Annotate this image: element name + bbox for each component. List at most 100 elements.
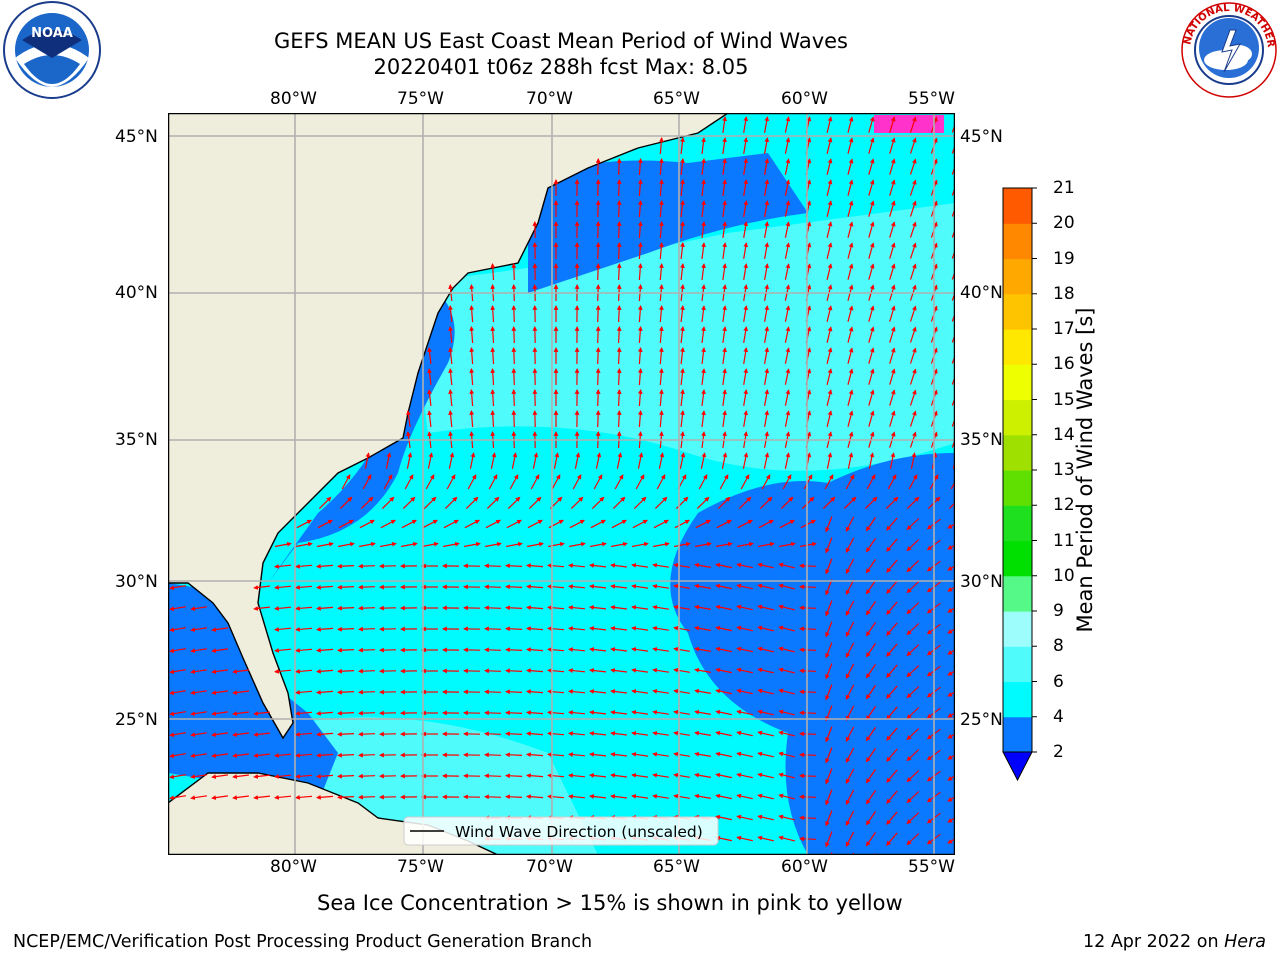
colorbar-segment: [1003, 188, 1032, 224]
wave-direction-arrow: [253, 774, 270, 779]
wave-direction-arrow: [736, 583, 753, 590]
wave-direction-arrow: [295, 689, 313, 695]
wave-direction-arrow: [694, 688, 712, 694]
wave-direction-arrow: [826, 116, 833, 133]
wave-direction-arrow: [764, 263, 770, 281]
wave-direction-arrow: [826, 410, 833, 427]
wave-direction-arrow: [358, 647, 376, 653]
wave-direction-arrow: [757, 730, 774, 737]
wave-direction-arrow: [316, 689, 334, 695]
wave-direction-arrow: [614, 474, 624, 490]
wave-direction-arrow: [484, 731, 502, 737]
wave-direction-arrow: [847, 452, 854, 469]
wave-direction-arrow: [611, 519, 627, 529]
wave-direction-arrow: [847, 200, 854, 217]
wave-direction-arrow: [442, 541, 460, 548]
wave-direction-arrow: [568, 710, 586, 715]
wave-direction-arrow: [694, 583, 712, 589]
wave-direction-arrow: [722, 368, 727, 385]
wave-direction-arrow: [595, 389, 601, 407]
wave-direction-arrow: [569, 519, 585, 529]
wave-direction-arrow: [757, 667, 774, 674]
lat-label-left: 40°N: [115, 283, 158, 303]
wave-direction-arrow: [825, 747, 833, 764]
wave-direction-arrow: [845, 516, 855, 532]
wave-direction-arrow: [865, 601, 876, 616]
wave-direction-arrow: [568, 752, 586, 757]
wave-direction-arrow: [906, 539, 920, 552]
wave-direction-arrow: [404, 474, 414, 490]
wave-direction-arrow: [507, 496, 521, 510]
wave-direction-arrow: [868, 263, 875, 280]
wave-direction-arrow: [469, 452, 476, 469]
wave-direction-arrow: [825, 600, 833, 617]
wave-direction-arrow: [316, 605, 334, 611]
wave-direction-arrow: [743, 116, 749, 133]
wave-direction-arrow: [780, 496, 794, 510]
wave-direction-arrow: [761, 474, 771, 490]
map-border: [167, 112, 956, 856]
wave-direction-arrow: [825, 705, 833, 722]
wave-direction-arrow: [868, 242, 875, 259]
wave-direction-arrow: [764, 179, 770, 197]
wave-direction-arrow: [715, 646, 732, 653]
wave-direction-arrow: [799, 605, 817, 611]
wave-direction-arrow: [799, 815, 817, 821]
wave-direction-arrow: [568, 647, 586, 652]
wave-direction-arrow: [847, 305, 854, 322]
wave-direction-arrow: [316, 794, 334, 800]
wave-direction-arrow: [505, 689, 523, 695]
wave-direction-arrow: [845, 600, 855, 616]
wave-direction-arrow: [889, 137, 896, 154]
wave-direction-arrow: [679, 452, 686, 469]
wave-direction-arrow: [778, 625, 795, 632]
wave-direction-arrow: [758, 519, 774, 529]
wave-direction-arrow: [886, 517, 898, 531]
wave-direction-arrow: [568, 541, 586, 548]
wave-direction-arrow: [380, 519, 396, 529]
wave-direction-arrow: [715, 835, 732, 842]
wave-direction-arrow: [764, 221, 770, 239]
wave-direction-arrow: [951, 147, 954, 154]
wave-direction-arrow: [610, 605, 627, 610]
wave-direction-arrow: [673, 604, 690, 610]
wave-direction-arrow: [680, 158, 685, 176]
wave-direction-arrow: [757, 646, 774, 653]
wave-direction-arrow: [422, 519, 438, 529]
wave-direction-arrow: [701, 263, 706, 280]
wave-direction-arrow: [757, 541, 775, 548]
wave-direction-arrow: [865, 559, 876, 574]
wave-direction-arrow: [232, 669, 249, 674]
wave-direction-arrow: [295, 794, 313, 800]
wave-direction-arrow: [490, 263, 496, 281]
wave-direction-arrow: [169, 690, 186, 696]
wave-direction-arrow: [464, 519, 480, 529]
wave-direction-arrow: [909, 347, 917, 364]
wave-direction-arrow: [595, 410, 601, 428]
wave-direction-arrow: [847, 179, 854, 196]
wave-direction-arrow: [886, 727, 898, 741]
colorbar-tick-label: 16: [1053, 354, 1075, 375]
wave-direction-arrow: [764, 116, 770, 134]
wave-direction-arrow: [338, 519, 354, 529]
wave-direction-arrow: [909, 158, 917, 175]
wave-direction-arrow: [906, 560, 920, 573]
wave-direction-arrow: [253, 606, 270, 611]
wave-direction-arrow: [673, 667, 690, 673]
wave-direction-arrow: [782, 474, 792, 490]
colorbar-segment: [1003, 258, 1032, 295]
wave-direction-arrow: [616, 452, 623, 469]
wave-direction-arrow: [889, 368, 896, 385]
lon-label-bottom: 75°W: [397, 857, 444, 877]
wave-direction-arrow: [448, 347, 453, 365]
wave-direction-arrow: [778, 793, 795, 800]
wave-direction-arrow: [845, 831, 855, 847]
wave-direction-arrow: [680, 242, 685, 260]
wave-direction-arrow: [427, 368, 432, 385]
wave-direction-arrow: [568, 626, 586, 631]
wave-direction-arrow: [616, 347, 622, 365]
wave-direction-arrow: [427, 452, 434, 469]
wave-direction-arrow: [505, 710, 523, 716]
wave-direction-arrow: [694, 667, 712, 673]
wave-direction-arrow: [631, 626, 648, 631]
